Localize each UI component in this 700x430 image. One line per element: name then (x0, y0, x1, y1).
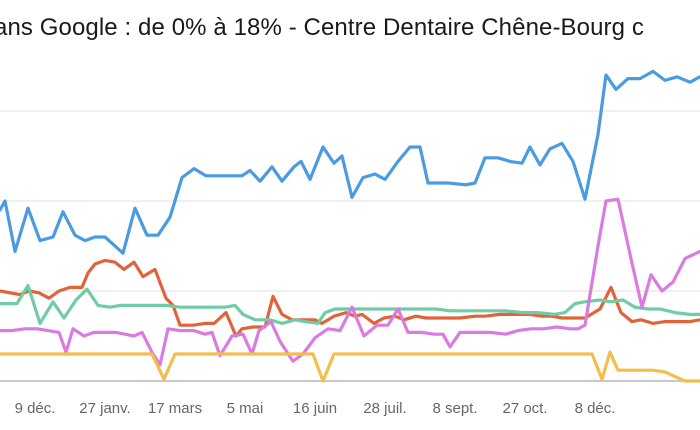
x-axis-ticks: 9 déc. 27 janv. 17 mars 5 mai 16 juin 28 juil… (15, 400, 616, 417)
x-tick-label: 17 mars (148, 400, 202, 417)
x-tick-label: 27 oct. (502, 400, 547, 417)
x-tick-label: 27 janv. (79, 400, 130, 417)
series-green-line (0, 284, 700, 325)
series-orange-line (0, 258, 700, 338)
x-tick-label: 8 sept. (432, 400, 477, 417)
x-tick-label: 5 mai (227, 400, 264, 417)
gridlines (0, 110, 700, 382)
series-blue-line (0, 69, 700, 255)
x-tick-label: 16 juin (293, 400, 337, 417)
series-yellow-line (0, 350, 700, 383)
series-lines (0, 69, 700, 383)
x-tick-label: 8 déc. (575, 400, 616, 417)
series-pink-line (0, 197, 700, 367)
x-tick-label: 9 déc. (15, 400, 56, 417)
chart-title: ans Google : de 0% à 18% - Centre Dentai… (0, 14, 644, 41)
x-tick-label: 28 juil. (363, 400, 406, 417)
